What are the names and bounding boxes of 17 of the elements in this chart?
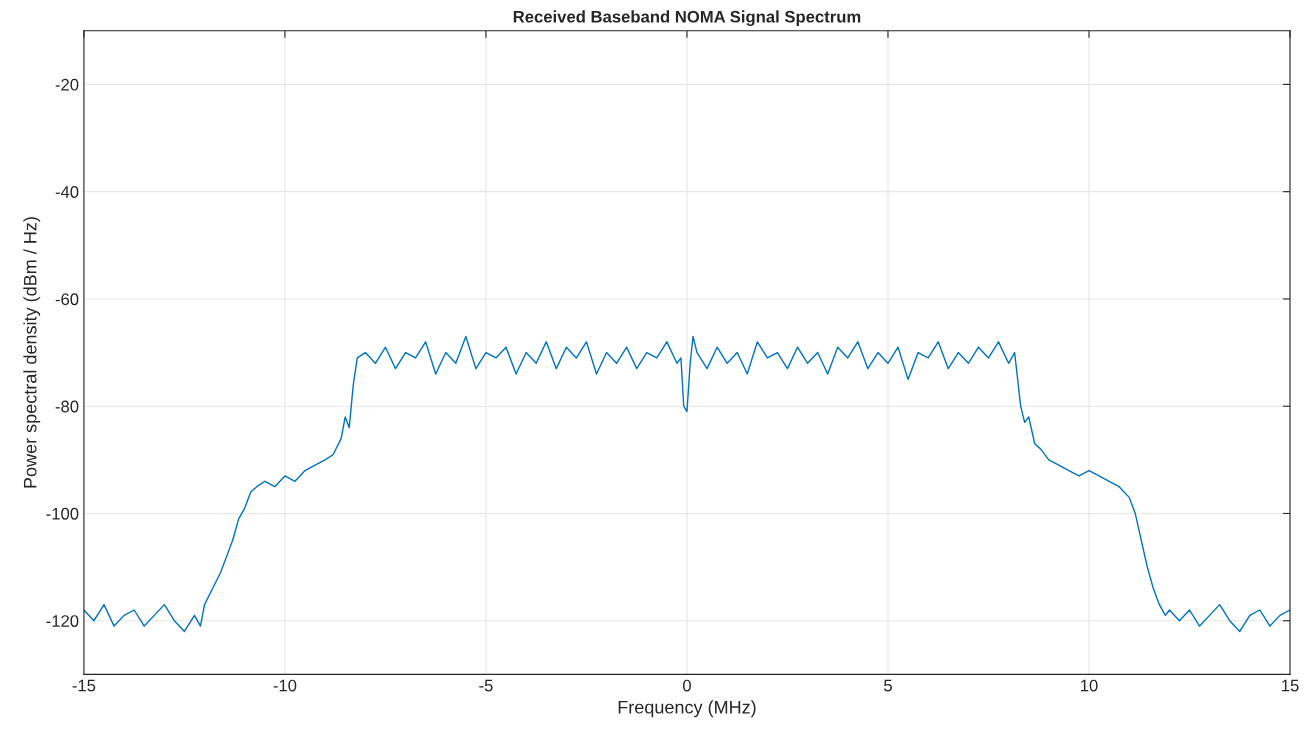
x-tick-label: 10 (1081, 679, 1098, 692)
y-axis-title: Power spectral density (dBm / Hz) (23, 217, 41, 488)
x-tick-label: 0 (682, 679, 691, 692)
line-series (83, 335, 1291, 633)
x-tick-label: 15 (1282, 679, 1299, 692)
y-tick-label: -60 (55, 293, 79, 306)
x-tick-label: -15 (72, 679, 96, 692)
y-tick-label: -100 (46, 507, 79, 520)
x-tick-label: -5 (479, 679, 493, 692)
y-tick-label: -80 (55, 400, 79, 413)
y-tick-label: -40 (55, 186, 79, 198)
x-axis-title: Frequency (MHz) (618, 700, 756, 718)
chart-title: Received Baseband NOMA Signal Spectrum (513, 10, 861, 26)
y-tick-label: -120 (46, 615, 79, 627)
x-tick-label: 5 (884, 679, 892, 692)
x-tick-label: -10 (273, 679, 297, 692)
y-tick-label: -20 (55, 78, 79, 91)
